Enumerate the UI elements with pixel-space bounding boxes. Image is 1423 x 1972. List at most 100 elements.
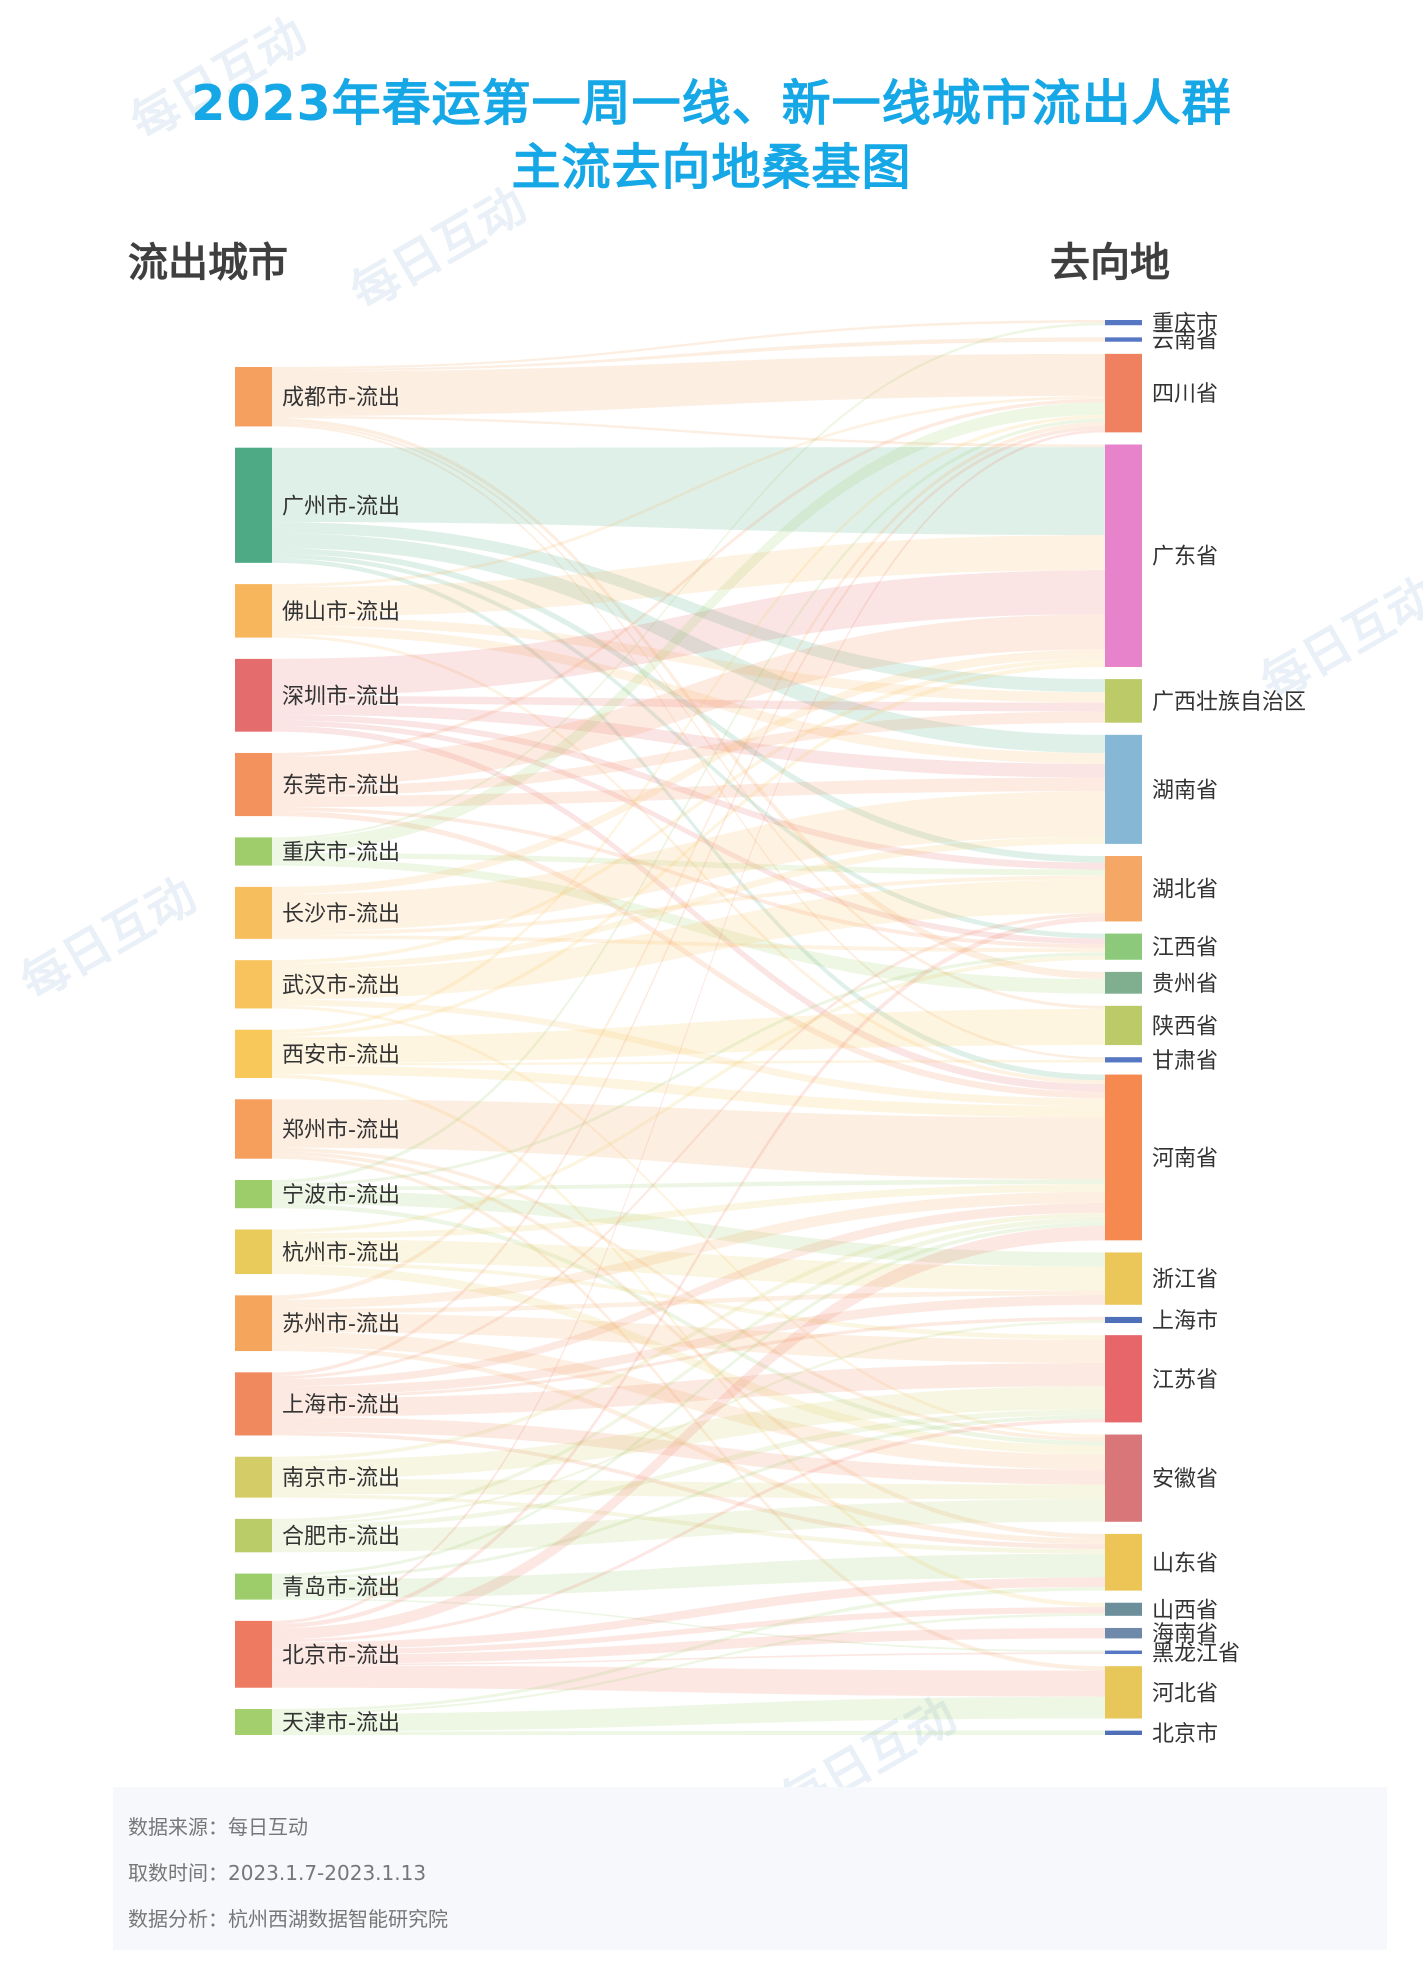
sankey-link [272,1363,1105,1417]
sankey-link [272,353,1105,417]
source-node-label: 青岛市-流出 [282,1576,400,1601]
target-node-label: 黑龙江省 [1152,1641,1240,1666]
sankey-link [272,424,1105,1060]
sankey-link [272,879,1105,1000]
sankey-link [272,1416,1105,1485]
sankey-link [272,1409,1105,1530]
sankey-link [272,1346,1105,1545]
sankey-link [272,1493,1105,1554]
sankey-link [272,1331,1105,1470]
footer-period: 取数时间：2023.1.7-2023.1.13 [128,1861,427,1885]
target-node-bar [1105,856,1142,922]
sankey-link [272,1418,1105,1643]
source-node-label: 深圳市-流出 [282,684,400,709]
sankey-link [272,836,1105,970]
sankey-link [272,658,1105,964]
target-node-label: 四川省 [1152,382,1218,407]
target-node-bar [1105,971,1142,994]
target-node-bar [1105,1602,1142,1616]
sankey-link [272,720,1105,945]
sankey-link [272,1203,1105,1446]
source-node-label: 宁波市-流出 [282,1183,400,1208]
source-node-bar [235,886,272,939]
source-node-bar [235,1456,272,1498]
sankey-link [272,1217,1105,1523]
source-node-label: 北京市-流出 [282,1643,400,1668]
source-node-label: 长沙市-流出 [282,902,400,927]
source-node-bar [235,752,272,817]
sankey-link [272,1598,1105,1653]
sankey-link [272,696,1105,712]
sankey-link [272,1203,1105,1387]
sankey-link [272,807,1105,949]
sankey-link [272,1316,1105,1399]
target-node-label: 湖南省 [1152,778,1218,803]
sankey-link [272,414,1105,1034]
target-column-header: 去向地 [1050,240,1170,286]
source-node-label: 武汉市-流出 [282,973,400,998]
sankey-link [272,791,1105,932]
target-node-bar [1105,1730,1142,1735]
source-node-bar [235,584,272,638]
target-node-bar [1105,1650,1142,1655]
sankey-link [272,711,1105,797]
source-node-bar [235,960,272,1009]
sankey-link [272,649,1105,895]
sankey-link [272,1607,1105,1656]
chart-title-line2: 主流去向地桑基图 [511,139,912,196]
source-node-bar [235,658,272,732]
target-node-label: 云南省 [1152,329,1218,354]
sankey-link [272,1320,1105,1525]
target-node-bar [1105,1316,1142,1324]
sankey-link [272,553,1105,939]
sankey-link [272,1191,1105,1309]
target-node-bar [1105,679,1142,723]
chart-title-line1: 2023年春运第一周一线、新一线城市流出人群 [191,75,1232,132]
sankey-link [272,1222,1105,1577]
sankey-link [272,320,1105,370]
sankey-link [272,916,1105,1629]
target-node-bar [1105,1533,1142,1591]
sankey-nodes [235,320,1142,1735]
source-node-label: 佛山市-流出 [282,600,400,625]
sankey-link [272,1184,1105,1240]
sankey-link [272,418,1105,980]
source-node-label: 西安市-流出 [282,1043,400,1068]
source-node-bar [235,447,272,563]
target-node-label: 甘肃省 [1152,1049,1218,1074]
target-node-label: 江西省 [1152,936,1218,961]
sankey-link [272,714,1105,870]
sankey-link [272,703,1105,778]
sankey-link [272,398,1105,757]
target-node-label: 山东省 [1152,1551,1218,1576]
target-node-label: 北京市 [1152,1722,1218,1747]
sankey-link [272,421,1105,1009]
target-node-bar [1105,320,1142,326]
sankey-link [272,521,1105,693]
sankey-link [272,952,1105,1187]
sankey-link [272,1665,1105,1697]
sankey-link [272,1313,1105,1364]
source-node-label: 广州市-流出 [282,494,400,519]
sankey-link [272,1553,1105,1599]
source-node-label: 杭州市-流出 [282,1241,400,1266]
sankey-link [272,1696,1105,1732]
source-node-label: 天津市-流出 [282,1711,400,1736]
sankey-link [272,1179,1105,1191]
target-node-bar [1105,1252,1142,1305]
source-node-label: 南京市-流出 [282,1466,400,1491]
target-node-label: 重庆市 [1152,312,1218,337]
sankey-link [272,533,1105,754]
source-node-label: 上海市-流出 [282,1393,400,1418]
footer-panel: 数据来源：每日互动 取数时间：2023.1.7-2023.1.13 数据分析：杭… [113,1787,1387,1950]
source-column-header: 流出城市 [128,240,288,286]
source-node-bar [235,1229,272,1275]
target-node-label: 浙江省 [1152,1268,1218,1293]
source-node-bar [235,1295,272,1352]
target-node-bar [1105,353,1142,433]
sankey-link [272,322,1105,840]
target-node-label: 贵州省 [1152,972,1218,997]
source-node-bar [235,1620,272,1688]
